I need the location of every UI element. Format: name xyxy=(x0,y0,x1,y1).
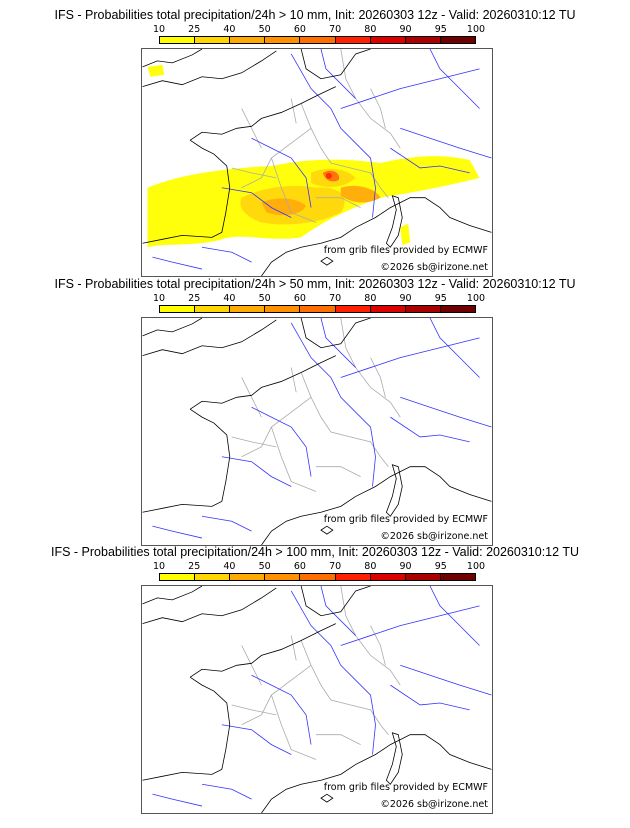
coastlines xyxy=(142,49,492,276)
colorbar-tick: 90 xyxy=(399,24,412,35)
panel-title: IFS - Probabilities total precipitation/… xyxy=(51,545,579,559)
panel-title: IFS - Probabilities total precipitation/… xyxy=(54,8,576,22)
source-credit: from grib files provided by ECMWF xyxy=(323,245,488,256)
colorbar-segment xyxy=(230,574,266,580)
colorbar-segment xyxy=(300,306,336,312)
colorbar-segment xyxy=(160,574,196,580)
colorbar-segment xyxy=(405,574,441,580)
source-credit: from grib files provided by ECMWF xyxy=(323,782,488,793)
colorbar-tick: 95 xyxy=(434,561,447,572)
colorbar-segment xyxy=(195,306,231,312)
colorbar-tick: 25 xyxy=(188,24,201,35)
colorbar-tick: 50 xyxy=(258,24,271,35)
colorbar-tick: 70 xyxy=(329,293,342,304)
colorbar-segment xyxy=(265,574,301,580)
admin-borders xyxy=(231,586,401,760)
colorbar xyxy=(159,36,476,44)
colorbar-segment xyxy=(230,306,266,312)
colorbar-tick: 80 xyxy=(364,561,377,572)
colorbar-ticks: 10 25 40 50 60 70 80 90 95 100 xyxy=(153,24,485,35)
precipitation-probability-field xyxy=(147,64,480,248)
admin-borders xyxy=(231,49,401,223)
colorbar-segment xyxy=(265,306,301,312)
colorbar-segment xyxy=(195,37,231,43)
colorbar-segment xyxy=(300,37,336,43)
colorbar-tick: 60 xyxy=(293,293,306,304)
copyright-credit: ©2026 sb@irizone.net xyxy=(380,799,488,810)
colorbar-segment xyxy=(440,306,475,312)
map-canvas xyxy=(142,49,492,276)
colorbar-tick: 25 xyxy=(188,561,201,572)
colorbar-segment xyxy=(300,574,336,580)
colorbar-tick: 10 xyxy=(152,24,166,35)
forecast-panel: IFS - Probabilities total precipitation/… xyxy=(0,277,630,546)
colorbar-tick: 40 xyxy=(223,561,236,572)
colorbar-segment xyxy=(335,306,371,312)
colorbar-tick: 90 xyxy=(399,561,412,572)
colorbar-tick: 80 xyxy=(364,293,377,304)
forecast-panel: IFS - Probabilities total precipitation/… xyxy=(0,545,630,814)
colorbar-tick: 95 xyxy=(434,24,447,35)
copyright-credit: ©2026 sb@irizone.net xyxy=(380,262,488,273)
colorbar-segment xyxy=(440,574,475,580)
colorbar-tick: 40 xyxy=(223,24,236,35)
colorbar-tick: 60 xyxy=(293,24,306,35)
colorbar-tick: 10 xyxy=(152,293,166,304)
map-canvas xyxy=(142,318,492,545)
colorbar-segment xyxy=(160,37,196,43)
colorbar-segment xyxy=(195,574,231,580)
colorbar-segment xyxy=(265,37,301,43)
colorbar xyxy=(159,573,476,581)
colorbar-tick: 100 xyxy=(466,293,486,304)
map: from grib files provided by ECMWF ©2026 … xyxy=(141,317,493,546)
colorbar-ticks: 10 25 40 50 60 70 80 90 95 100 xyxy=(153,293,485,304)
colorbar-tick: 90 xyxy=(399,293,412,304)
colorbar-tick: 40 xyxy=(223,293,236,304)
colorbar-tick: 100 xyxy=(466,561,486,572)
colorbar-segment xyxy=(405,306,441,312)
map: from grib files provided by ECMWF ©2026 … xyxy=(141,48,493,277)
admin-borders xyxy=(231,318,401,492)
colorbar-tick: 95 xyxy=(434,293,447,304)
colorbar-segment xyxy=(160,306,196,312)
copyright-credit: ©2026 sb@irizone.net xyxy=(380,531,488,542)
colorbar-tick: 10 xyxy=(152,561,166,572)
colorbar-segment xyxy=(370,37,406,43)
colorbar-tick: 50 xyxy=(258,561,271,572)
map: from grib files provided by ECMWF ©2026 … xyxy=(141,585,493,814)
rivers xyxy=(152,318,492,539)
colorbar-tick: 100 xyxy=(466,24,486,35)
colorbar-tick: 70 xyxy=(329,24,342,35)
panel-title: IFS - Probabilities total precipitation/… xyxy=(54,277,576,291)
colorbar-segment xyxy=(405,37,441,43)
coastlines xyxy=(142,318,492,545)
colorbar-segment xyxy=(370,306,406,312)
map-canvas xyxy=(142,586,492,813)
colorbar xyxy=(159,305,476,313)
source-credit: from grib files provided by ECMWF xyxy=(323,514,488,525)
colorbar-tick: 60 xyxy=(293,561,306,572)
forecast-panel: IFS - Probabilities total precipitation/… xyxy=(0,8,630,277)
colorbar-tick: 50 xyxy=(258,293,271,304)
rivers xyxy=(152,586,492,807)
colorbar-segment xyxy=(335,37,371,43)
colorbar-segment xyxy=(230,37,266,43)
colorbar-tick: 70 xyxy=(329,561,342,572)
colorbar-tick: 25 xyxy=(188,293,201,304)
colorbar-segment xyxy=(335,574,371,580)
colorbar-ticks: 10 25 40 50 60 70 80 90 95 100 xyxy=(153,561,485,572)
colorbar-segment xyxy=(370,574,406,580)
colorbar-tick: 80 xyxy=(364,24,377,35)
coastlines xyxy=(142,586,492,813)
colorbar-segment xyxy=(440,37,475,43)
